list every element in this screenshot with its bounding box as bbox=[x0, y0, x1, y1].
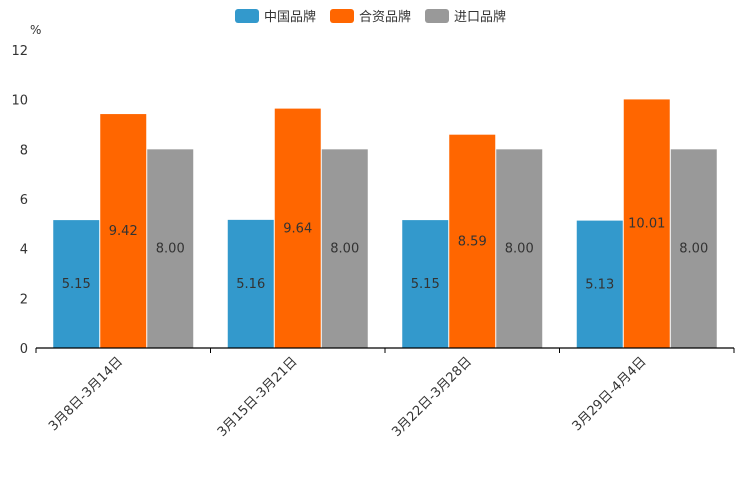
y-tick-label: 2 bbox=[20, 292, 28, 307]
legend-label: 中国品牌 bbox=[264, 9, 316, 25]
bar-value-label: 10.01 bbox=[628, 217, 665, 232]
x-tick-label: 3月8日-3月14日 bbox=[46, 354, 126, 434]
bar bbox=[623, 99, 670, 348]
legend-swatch bbox=[235, 9, 259, 23]
bar-value-label: 9.42 bbox=[109, 224, 138, 239]
y-tick-label: 4 bbox=[20, 243, 28, 258]
bar-value-label: 5.16 bbox=[236, 277, 265, 292]
bar-value-label: 8.59 bbox=[458, 234, 487, 249]
bar bbox=[227, 219, 274, 348]
x-tick-label: 3月22日-3月28日 bbox=[389, 354, 475, 440]
bars bbox=[53, 99, 717, 349]
x-axis: 3月8日-3月14日 3月15日-3月21日 3月22日-3月28日 3月29日-4月… bbox=[35, 347, 735, 440]
bar bbox=[576, 220, 623, 348]
y-axis-unit-label: % bbox=[30, 23, 41, 37]
bar bbox=[53, 220, 100, 348]
x-tick-label: 3月29日-4月4日 bbox=[570, 354, 650, 434]
bar bbox=[147, 149, 194, 348]
bar-value-label: 8.00 bbox=[156, 242, 185, 257]
y-tick-label: 6 bbox=[20, 193, 28, 208]
bar bbox=[274, 108, 321, 349]
bar-value-label: 9.64 bbox=[283, 221, 312, 236]
bar-value-label: 5.15 bbox=[411, 277, 440, 292]
bar-value-label: 8.00 bbox=[679, 242, 708, 257]
y-tick-label: 0 bbox=[20, 342, 28, 357]
y-tick-label: 12 bbox=[11, 44, 28, 59]
legend-swatch bbox=[330, 9, 354, 23]
y-tick-label: 8 bbox=[20, 143, 28, 158]
bar bbox=[449, 134, 496, 348]
legend-label: 进口品牌 bbox=[454, 9, 506, 25]
bar-value-label: 8.00 bbox=[505, 242, 534, 257]
x-tick-label: 3月15日-3月21日 bbox=[215, 354, 301, 440]
bar-value-label: 5.13 bbox=[585, 277, 614, 292]
legend-label: 合资品牌 bbox=[359, 9, 411, 25]
bar-value-label: 8.00 bbox=[330, 242, 359, 257]
bar-value-label: 5.15 bbox=[62, 277, 91, 292]
data-labels: 5.15 9.42 8.00 5.16 9.64 8.00 5.15 8.59 8.00 5.13… bbox=[62, 217, 708, 293]
bar bbox=[100, 114, 147, 348]
y-tick-label: 10 bbox=[11, 94, 28, 109]
bar bbox=[321, 149, 368, 348]
legend: 中国品牌 合资品牌 进口品牌 bbox=[235, 9, 506, 25]
bar bbox=[670, 149, 717, 348]
bar bbox=[402, 220, 449, 348]
bar bbox=[496, 149, 543, 348]
legend-swatch bbox=[425, 9, 449, 23]
y-axis: 0 2 4 6 8 10 12 bbox=[11, 44, 28, 357]
